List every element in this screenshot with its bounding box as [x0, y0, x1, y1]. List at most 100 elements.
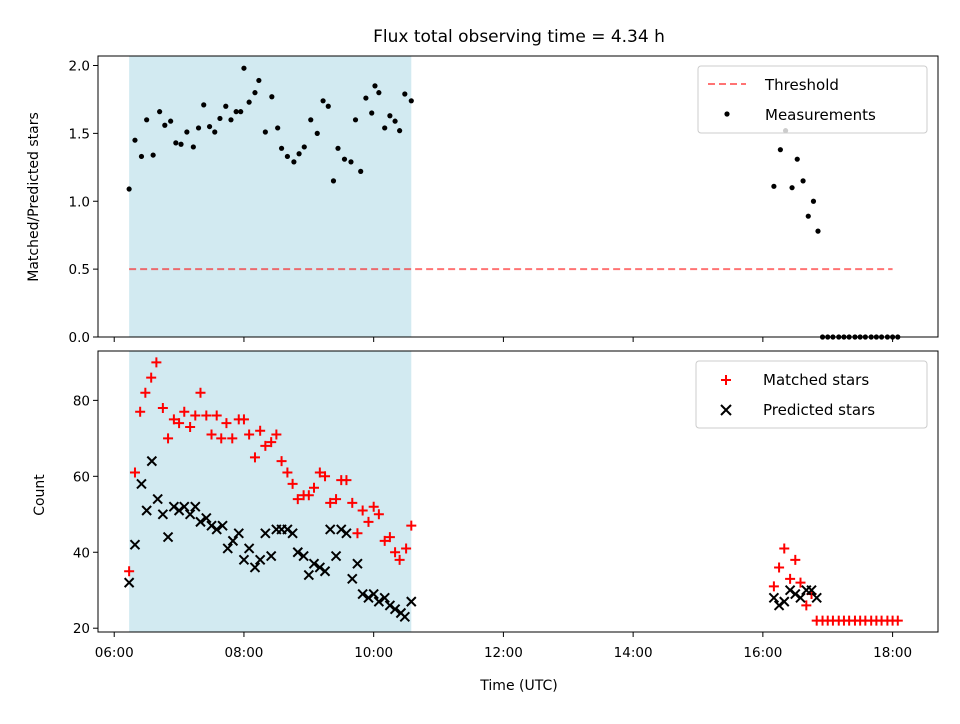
bottom-y-tick-label: 60	[73, 469, 90, 485]
top-y-tick-label: 0.0	[69, 330, 90, 346]
matched-star-point	[341, 475, 352, 486]
matched-star-point	[249, 452, 260, 463]
matched-star-point	[211, 410, 222, 421]
measurement-point	[278, 145, 285, 151]
measurement-point	[262, 129, 268, 135]
measurement-point	[275, 125, 281, 131]
predicted-star-point	[211, 524, 222, 535]
measurement-point	[392, 118, 398, 124]
matched-star-point	[314, 467, 325, 478]
matched-star-point	[303, 490, 314, 501]
bottom-y-axis-label: Count	[32, 474, 48, 516]
matched-star-point	[195, 387, 206, 398]
matched-star-point	[357, 505, 368, 516]
matched-star-point	[394, 554, 405, 565]
matched-star-point	[124, 566, 135, 577]
top-plot: 0.0 0.5 1.0 1.5 2.0 Threshold Measurements	[69, 55, 939, 346]
predicted-star-point	[233, 528, 244, 539]
legend-matched-label: Matched stars	[763, 371, 869, 389]
predicted-star-point	[287, 528, 298, 539]
predicted-star-point	[254, 554, 266, 566]
matched-star-point	[384, 532, 395, 543]
matched-star-point	[179, 406, 190, 417]
matched-star-point	[309, 482, 319, 493]
predicted-star-point	[238, 554, 250, 566]
matched-star-point	[347, 497, 358, 508]
matched-star-point	[292, 494, 303, 505]
predicted-star-point	[265, 550, 277, 562]
matched-star-point	[373, 509, 384, 520]
x-tick-label: 06:00	[95, 645, 134, 661]
x-tick-label: 18:00	[873, 645, 912, 661]
measurement-point	[771, 183, 777, 189]
predicted-star-point	[325, 524, 336, 535]
measurement-point	[195, 125, 202, 131]
matched-star-point	[260, 440, 271, 451]
bottom-shaded-span	[129, 351, 412, 632]
measurement-point	[363, 95, 369, 101]
top-axes-frame	[97, 55, 939, 338]
predicted-star-point	[179, 501, 190, 512]
predicted-star-point	[243, 543, 255, 554]
predicted-star-point	[292, 547, 303, 558]
measurement-point	[291, 159, 297, 165]
x-tick-label: 14:00	[614, 645, 653, 661]
measurement-point	[269, 94, 275, 100]
measurement-point	[150, 152, 156, 158]
measurement-point	[168, 118, 174, 124]
measurement-point	[372, 83, 378, 89]
matched-star-point	[331, 494, 342, 505]
predicted-star-point	[227, 535, 239, 547]
predicted-star-point	[298, 550, 309, 562]
measurement-point	[335, 145, 341, 151]
top-y-tick-label: 1.0	[69, 194, 90, 210]
measurement-point	[162, 122, 168, 128]
measurement-point	[794, 156, 800, 162]
matched-star-point	[379, 535, 390, 546]
measurement-point	[206, 123, 213, 130]
matched-star-point	[151, 357, 162, 368]
measurement-point	[308, 117, 314, 123]
measurement-point	[314, 130, 320, 136]
measurement-point	[144, 117, 150, 123]
legend-box	[697, 65, 928, 134]
predicted-star-point	[811, 592, 822, 604]
matched-star-point	[201, 410, 212, 421]
predicted-star-point	[260, 528, 271, 539]
legend-threshold-label: Threshold	[764, 76, 839, 94]
bottom-y-tick-label: 40	[73, 545, 90, 561]
predicted-star-point	[123, 577, 135, 588]
matched-star-point	[401, 543, 412, 554]
matched-star-point	[795, 577, 806, 588]
bottom-axes-frame	[97, 350, 939, 633]
matched-star-point	[238, 414, 249, 425]
predicted-star-point	[201, 512, 212, 524]
matched-star-point	[774, 562, 785, 573]
matched-star-point	[320, 471, 331, 482]
top-y-tick-label: 2.0	[69, 59, 90, 75]
predicted-star-point	[162, 531, 174, 543]
measurement-point	[296, 151, 302, 157]
predicted-star-point	[195, 516, 206, 528]
legend-measurements-label: Measurements	[765, 106, 876, 124]
measurement-point	[178, 141, 184, 147]
matched-star-point	[390, 547, 401, 558]
legend-predicted-swatch	[720, 404, 732, 416]
matched-star-point	[135, 406, 146, 417]
measurement-point	[805, 213, 811, 219]
measurement-point	[777, 147, 783, 153]
measurement-point	[352, 117, 359, 123]
matched-star-point	[244, 429, 255, 440]
predicted-star-point	[129, 539, 141, 550]
chart-title: Flux total observing time = 4.34 h	[373, 27, 665, 47]
matched-star-point	[266, 437, 277, 448]
predicted-star-point	[779, 596, 790, 607]
x-tick-label: 10:00	[354, 645, 393, 661]
matched-star-point	[146, 372, 157, 383]
measurement-point	[325, 103, 331, 109]
predicted-star-point	[330, 550, 342, 562]
predicted-star-point	[303, 569, 315, 581]
predicted-star-point	[146, 455, 158, 467]
matched-star-point	[276, 456, 287, 467]
matched-star-point	[779, 543, 790, 554]
